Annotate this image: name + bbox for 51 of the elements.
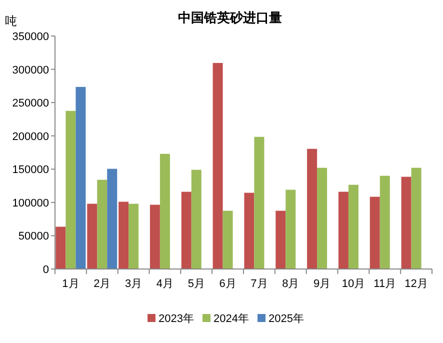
- bar: [401, 176, 412, 269]
- bar: [118, 202, 129, 269]
- bar: [338, 192, 348, 269]
- y-tick-label: 100000: [12, 197, 49, 210]
- bar: [150, 204, 160, 269]
- y-tick-label: 250000: [12, 98, 49, 110]
- x-tick-label: 6月: [219, 278, 236, 290]
- bar: [191, 170, 202, 269]
- bar: [276, 210, 286, 269]
- x-tick-label: 5月: [188, 278, 205, 290]
- bar: [254, 136, 264, 269]
- x-tick-label: 2月: [94, 278, 111, 290]
- x-tick-label: 8月: [282, 278, 300, 290]
- bar: [380, 176, 390, 269]
- bar: [244, 192, 254, 269]
- y-axis-title: 吨: [5, 14, 17, 28]
- bar: [107, 168, 118, 269]
- legend-label: 2024年: [214, 313, 249, 325]
- x-tick-label: 10月: [342, 278, 366, 290]
- bar: [56, 226, 66, 269]
- x-tick-label: 7月: [250, 278, 268, 290]
- legend-label: 2023年: [158, 313, 194, 325]
- bar: [370, 196, 380, 269]
- x-tick-label: 4月: [156, 278, 174, 290]
- bar: [66, 110, 76, 269]
- x-tick-label: 11月: [374, 278, 396, 290]
- y-tick-label: 150000: [12, 164, 49, 176]
- x-tick-label: 3月: [124, 278, 142, 290]
- bar: [181, 192, 192, 269]
- bar: [307, 148, 318, 269]
- y-tick-label: 0: [42, 264, 49, 276]
- x-tick-label: 12月: [404, 278, 428, 290]
- bar: [160, 154, 170, 269]
- legend-label: 2025年: [268, 313, 304, 325]
- bar: [411, 168, 422, 269]
- chart-title: 中国锆英砂进口量: [178, 10, 282, 25]
- bar: [212, 62, 223, 269]
- x-tick-label: 9月: [313, 278, 331, 290]
- x-tick-label: 1月: [62, 278, 80, 290]
- y-tick-label: 200000: [12, 130, 49, 143]
- bar: [222, 210, 233, 269]
- bar: [128, 204, 139, 269]
- bar: [286, 190, 296, 269]
- bar: [317, 168, 328, 269]
- bar: [76, 86, 86, 269]
- bar: [348, 184, 358, 269]
- y-tick-label: 350000: [12, 31, 49, 43]
- y-tick-label: 50000: [18, 230, 49, 243]
- y-tick-label: 300000: [12, 64, 49, 76]
- bar: [87, 204, 98, 269]
- bar: [97, 180, 108, 269]
